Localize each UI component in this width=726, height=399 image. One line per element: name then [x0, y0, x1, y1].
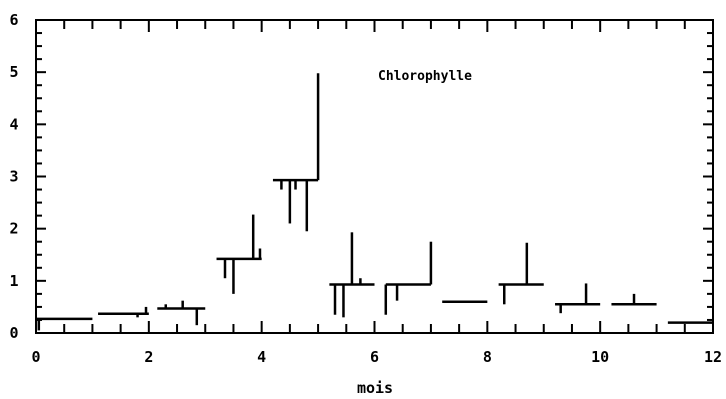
y-tick-label: 6: [9, 11, 18, 29]
y-tick-label: 4: [9, 115, 18, 133]
chart-annotation: Chlorophylle: [378, 69, 472, 84]
x-tick-label: 10: [591, 348, 609, 366]
data-marks: [36, 73, 713, 333]
x-tick-label: 8: [483, 348, 492, 366]
y-tick-label: 1: [9, 272, 18, 290]
y-tick-label: 2: [9, 220, 18, 238]
x-axis-title: mois: [357, 379, 393, 397]
x-tick-label: 0: [31, 348, 40, 366]
y-tick-label: 5: [9, 63, 18, 81]
x-tick-label: 6: [370, 348, 379, 366]
y-tick-label: 3: [9, 168, 18, 186]
x-tick-label: 12: [704, 348, 722, 366]
axis-ticks: [36, 20, 713, 333]
x-tick-label: 2: [144, 348, 153, 366]
plot-frame: [36, 20, 713, 333]
x-tick-label: 4: [257, 348, 266, 366]
y-tick-label: 0: [9, 324, 18, 342]
